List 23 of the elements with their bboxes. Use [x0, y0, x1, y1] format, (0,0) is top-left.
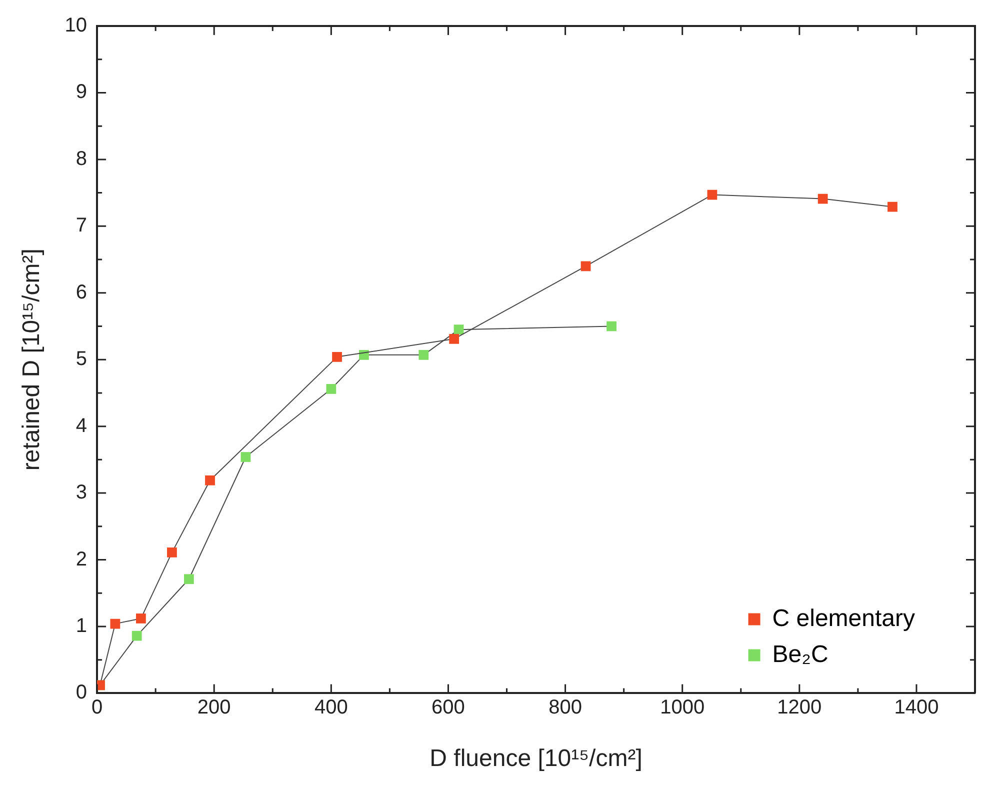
- y-tick-label: 2: [76, 548, 88, 570]
- y-tick-label: 3: [76, 482, 88, 504]
- x-tick-label: 1200: [777, 696, 822, 719]
- x-tick-label: 1400: [894, 696, 939, 719]
- x-tick-label: 0: [91, 696, 103, 719]
- x-tick-label: 200: [197, 696, 231, 719]
- y-tick-label: 8: [76, 148, 88, 170]
- y-axis-title: retained D [10¹⁵/cm²]: [18, 248, 46, 471]
- y-tick-label: 9: [76, 81, 88, 104]
- x-tick-label: 1000: [660, 696, 705, 719]
- x-axis-title: D fluence [10¹⁵/cm²]: [430, 745, 642, 772]
- legend-label: C elementary: [772, 604, 916, 632]
- y-tick-label: 7: [76, 214, 88, 237]
- legend-label: Be₂C: [772, 640, 828, 668]
- y-tick-label: 6: [76, 281, 88, 304]
- y-tick-label: 10: [64, 14, 88, 37]
- x-tick-label: 400: [314, 696, 348, 719]
- x-tick-label: 600: [432, 696, 465, 719]
- y-tick-label: 0: [76, 682, 88, 704]
- x-tick-label: 800: [548, 696, 582, 719]
- y-tick-label: 5: [76, 348, 88, 370]
- y-tick-label: 1: [76, 614, 88, 637]
- y-tick-label: 4: [76, 414, 88, 437]
